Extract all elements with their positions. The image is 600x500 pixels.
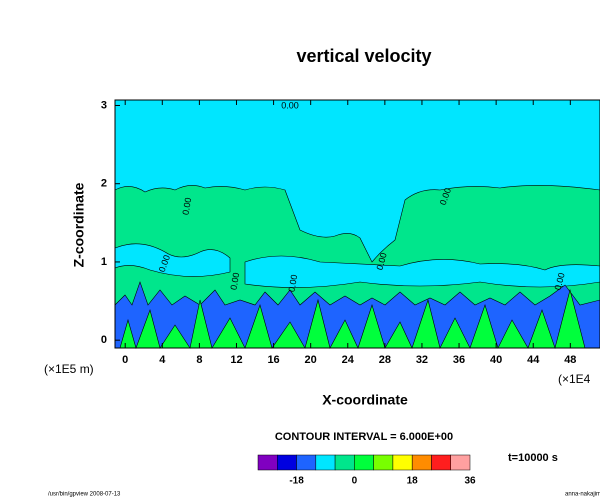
colorbar-box bbox=[257, 454, 278, 471]
colorbar-box bbox=[354, 454, 374, 471]
y-tick-label: 1 bbox=[101, 256, 107, 268]
footer-left: /usr/bin/gpview 2008-07-13 bbox=[48, 492, 121, 498]
colorbar-tick-label: 0 bbox=[352, 476, 358, 487]
x-tick-label: 48 bbox=[564, 354, 576, 366]
plot-frame bbox=[114, 99, 600, 349]
x-tick-label: 28 bbox=[379, 354, 391, 366]
x-tick-label: 44 bbox=[527, 354, 540, 366]
x-tick-label: 36 bbox=[453, 354, 465, 366]
contour-label: 0.00 bbox=[228, 272, 241, 291]
colorbar-tick-label: -18 bbox=[289, 476, 304, 487]
x-tick-label: 40 bbox=[490, 354, 502, 366]
contour-label: 0.00 bbox=[281, 100, 299, 110]
colorbar-box bbox=[373, 454, 394, 471]
x-tick-label: 32 bbox=[416, 354, 428, 366]
colorbar-box bbox=[315, 454, 336, 471]
chart-title: vertical velocity bbox=[296, 46, 431, 66]
x-tick-label: 20 bbox=[305, 354, 317, 366]
contour-label: 0.00 bbox=[180, 197, 193, 216]
y-tick-label: 3 bbox=[101, 99, 107, 111]
plot-area: 0.00 0.00 0.00 0.00 0.00 0.00 0.00 0.00 bbox=[114, 99, 600, 350]
x-tick-label: 16 bbox=[267, 354, 279, 366]
colorbar-box bbox=[277, 454, 297, 471]
x-unit: (×1E4 bbox=[558, 372, 591, 386]
y-tick-label: 0 bbox=[101, 334, 107, 346]
colorbar-box bbox=[392, 454, 413, 471]
x-tick-label: 12 bbox=[230, 354, 242, 366]
colorbar-box bbox=[431, 454, 451, 471]
x-tick-label: 0 bbox=[122, 354, 128, 366]
green-spikes bbox=[119, 288, 586, 350]
x-tick-label: 4 bbox=[159, 354, 166, 366]
y-tick-label: 2 bbox=[101, 178, 107, 190]
contour-label: 0.00 bbox=[286, 274, 299, 293]
footer-right: anna-nakajim bbox=[565, 492, 600, 498]
y-unit: (×1E5 m) bbox=[44, 362, 94, 376]
contour-label: 0.00 bbox=[553, 272, 567, 292]
cyan-hole bbox=[114, 243, 231, 277]
contour-interval: CONTOUR INTERVAL = 6.000E+00 bbox=[275, 431, 453, 443]
colorbar-box bbox=[411, 454, 432, 471]
x-tick-label: 8 bbox=[196, 354, 202, 366]
x-tick-label: 24 bbox=[342, 354, 355, 366]
colorbar-box bbox=[334, 454, 355, 471]
colorbar-box bbox=[450, 454, 471, 471]
contour-label: 0.00 bbox=[375, 252, 389, 272]
y-axis-label: Z-coordinate bbox=[71, 182, 87, 267]
colorbar-tick-label: 18 bbox=[407, 476, 419, 487]
colorbar-tick-label: 36 bbox=[464, 476, 476, 487]
time-label: t=10000 s bbox=[508, 452, 558, 464]
cyan-hole bbox=[244, 255, 600, 288]
x-axis-label: X-coordinate bbox=[322, 392, 408, 408]
colorbar-box bbox=[296, 454, 317, 471]
